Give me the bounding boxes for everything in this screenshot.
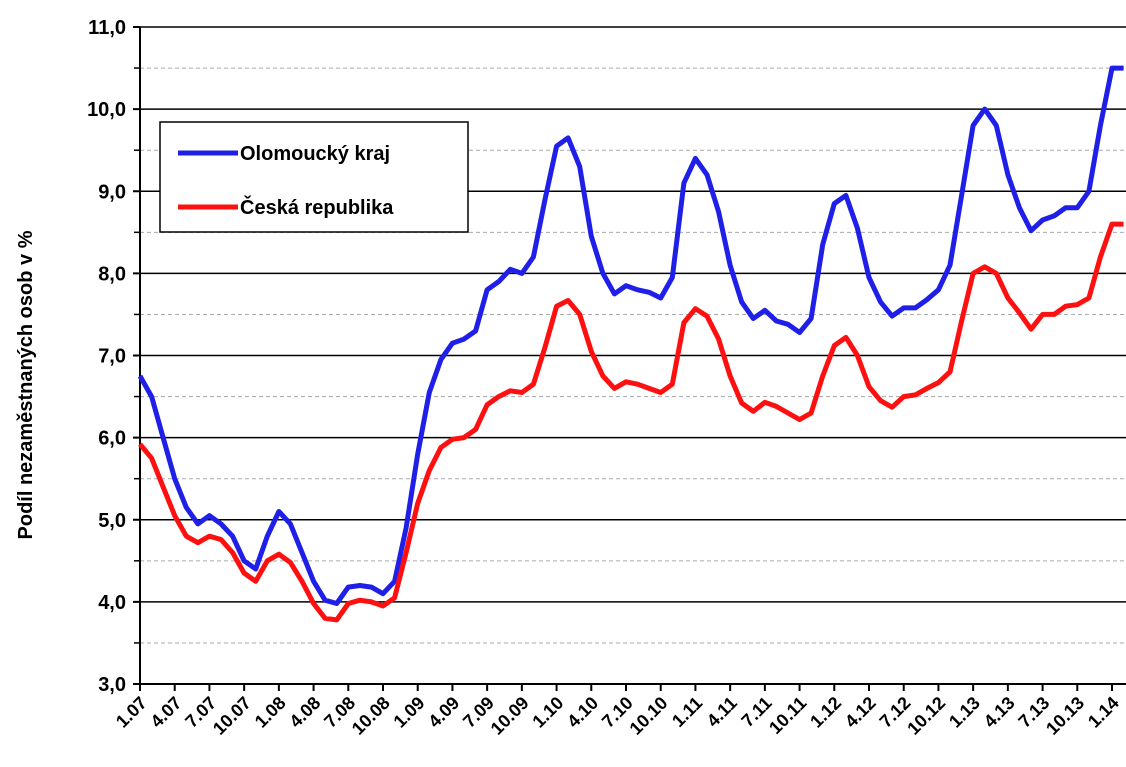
x-tick-label: 10.12 (903, 693, 949, 739)
x-tick-label: 10.11 (765, 693, 810, 738)
x-tick-label: 10.10 (626, 693, 672, 739)
y-tick-label: 10,0 (87, 99, 126, 121)
series-line (137, 65, 1124, 606)
x-tick-label: 1.14 (1084, 693, 1123, 732)
x-tick-label: 10.07 (209, 693, 255, 739)
x-tick-label: 4.11 (703, 693, 741, 731)
legend-box (159, 121, 469, 233)
y-tick-label: 3,0 (98, 674, 126, 696)
y-tick-label: 4,0 (98, 592, 126, 614)
x-tick-label: 4.09 (424, 693, 463, 732)
x-tick-label: 1.12 (806, 693, 845, 732)
x-tick-label: 10.13 (1042, 693, 1088, 739)
y-tick-label: 6,0 (98, 428, 126, 450)
x-tick-label: 1.09 (390, 693, 429, 732)
y-tick-label: 9,0 (98, 181, 126, 203)
x-tick-label: 1.10 (528, 693, 567, 732)
y-tick-label: 5,0 (98, 510, 126, 532)
x-tick-label: 4.07 (147, 693, 186, 732)
legend-label: Česká republika (240, 195, 394, 219)
x-tick-label: 4.10 (563, 693, 602, 732)
x-tick-label: 4.08 (285, 693, 324, 732)
x-tick-label: 1.07 (112, 693, 151, 732)
y-tick-label: 7,0 (98, 346, 126, 368)
y-axis-title: Podíl nezaměstnaných osob v % (15, 230, 37, 539)
x-tick-label: 4.12 (841, 693, 880, 732)
y-tick-label: 11,0 (88, 17, 126, 39)
x-tick-label: 10.08 (348, 693, 394, 739)
x-tick-label: 10.09 (487, 693, 533, 739)
x-tick-label: 1.11 (668, 693, 706, 731)
y-tick-label: 8,0 (98, 263, 126, 285)
x-tick-label: 1.13 (945, 693, 984, 732)
series-line (138, 221, 1124, 623)
x-tick-label: 4.13 (980, 693, 1019, 732)
x-tick-label: 1.08 (251, 693, 290, 732)
legend-label: Olomoucký kraj (240, 143, 390, 165)
